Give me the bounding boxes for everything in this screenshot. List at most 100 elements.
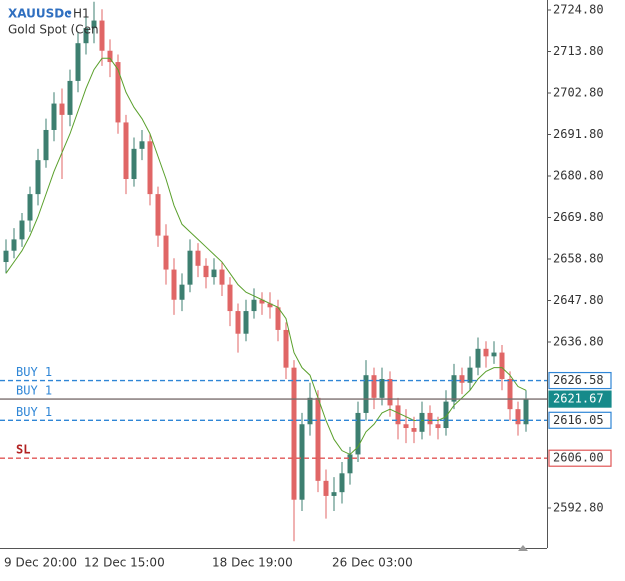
candle-body	[259, 299, 265, 304]
candle-body	[11, 239, 17, 251]
candle-body	[419, 412, 425, 432]
x-tick-label: 18 Dec 19:00	[212, 556, 293, 570]
candle-body	[91, 20, 97, 29]
candle-body	[275, 307, 281, 330]
candle-body	[467, 367, 473, 383]
candle-body	[251, 299, 257, 312]
candle-body	[291, 367, 297, 500]
price-label-box	[548, 411, 612, 429]
candle-body	[35, 160, 41, 195]
plot-area	[3, 1, 529, 542]
candle-body	[347, 454, 353, 474]
candle-body	[27, 194, 33, 221]
candle-body	[163, 235, 169, 270]
price-label-box	[548, 449, 612, 467]
candle-body	[43, 129, 49, 161]
candle-body	[483, 348, 489, 357]
y-tick-label: 2658.80	[553, 252, 604, 266]
scroll-arrow[interactable]	[518, 545, 528, 551]
order-label: BUY 1	[16, 405, 52, 419]
candle-body	[299, 424, 305, 500]
candle-body	[227, 284, 233, 312]
candle-body	[331, 492, 337, 496]
x-tick-label: 12 Dec 15:00	[84, 556, 165, 570]
timeframe: H1	[73, 7, 90, 21]
candle-body	[75, 43, 81, 81]
price-label-box	[548, 390, 612, 408]
candle-body	[315, 397, 321, 481]
order-label: BUY 1	[16, 365, 52, 379]
candle-body	[131, 148, 137, 180]
candle-body	[267, 303, 273, 308]
candle-body	[411, 428, 417, 432]
candle-body	[475, 348, 481, 368]
candle-body	[187, 250, 193, 285]
y-tick-label: 2669.80	[553, 210, 604, 224]
candle-body	[507, 378, 513, 410]
price-label: 2621.67	[553, 392, 604, 406]
candle-body	[3, 250, 9, 263]
separator: •	[66, 7, 73, 21]
candle-body	[59, 103, 65, 115]
candle-body	[107, 50, 113, 63]
candle-body	[243, 311, 249, 334]
candle-body	[211, 269, 217, 278]
candle-body	[99, 20, 105, 51]
candle-body	[387, 378, 393, 406]
candle-body	[67, 80, 73, 115]
y-tick-label: 2691.80	[553, 127, 604, 141]
candle-body	[435, 424, 441, 429]
description: Gold Spot (Cen	[8, 23, 99, 37]
candle-body	[139, 141, 145, 149]
candle-body	[19, 220, 25, 240]
y-tick-label: 2636.80	[553, 335, 604, 349]
y-tick-label: 2647.80	[553, 293, 604, 307]
candle-body	[395, 405, 401, 425]
candle-body	[491, 352, 497, 357]
candle-body	[171, 269, 177, 300]
candle-body	[123, 122, 129, 180]
y-tick-label: 2713.80	[553, 44, 604, 58]
candle-body	[179, 284, 185, 300]
candle-body	[523, 399, 529, 425]
y-tick-label: 2702.80	[553, 85, 604, 99]
candle-body	[355, 412, 361, 455]
candle-body	[451, 375, 457, 402]
candle-body	[427, 412, 433, 425]
candle-body	[339, 473, 345, 493]
y-tick-label: 2724.80	[553, 2, 604, 16]
candle-body	[155, 194, 161, 236]
candle-body	[379, 378, 385, 398]
candle-body	[115, 62, 121, 123]
candle-body	[147, 141, 153, 195]
y-tick-label: 2680.80	[553, 169, 604, 183]
candle-body	[371, 375, 377, 398]
candle-body	[403, 424, 409, 429]
candle-body	[443, 401, 449, 429]
price-label: 2626.58	[553, 373, 604, 387]
order-label: BUY 1	[16, 384, 52, 398]
candle-body	[323, 480, 329, 496]
candle-body	[83, 28, 89, 44]
y-tick-label: 2592.80	[553, 501, 604, 515]
candle-body	[283, 329, 289, 368]
candle-body	[51, 103, 57, 130]
candle-body	[195, 250, 201, 266]
candle-body	[499, 352, 505, 379]
candle-body	[219, 269, 225, 285]
moving-average	[5, 57, 527, 456]
candle-body	[515, 409, 521, 425]
order-label: SL	[16, 443, 30, 457]
candle-body	[307, 397, 313, 425]
price-label-box	[548, 371, 612, 390]
candle-body	[235, 311, 241, 334]
price-label: 2606.00	[553, 451, 604, 465]
symbol: XAUUSDc	[8, 7, 71, 21]
x-tick-label: 9 Dec 20:00	[4, 556, 77, 570]
candle-body	[363, 375, 369, 413]
price-label: 2616.05	[553, 413, 604, 427]
candle-body	[459, 375, 465, 383]
x-tick-label: 26 Dec 03:00	[332, 556, 413, 570]
